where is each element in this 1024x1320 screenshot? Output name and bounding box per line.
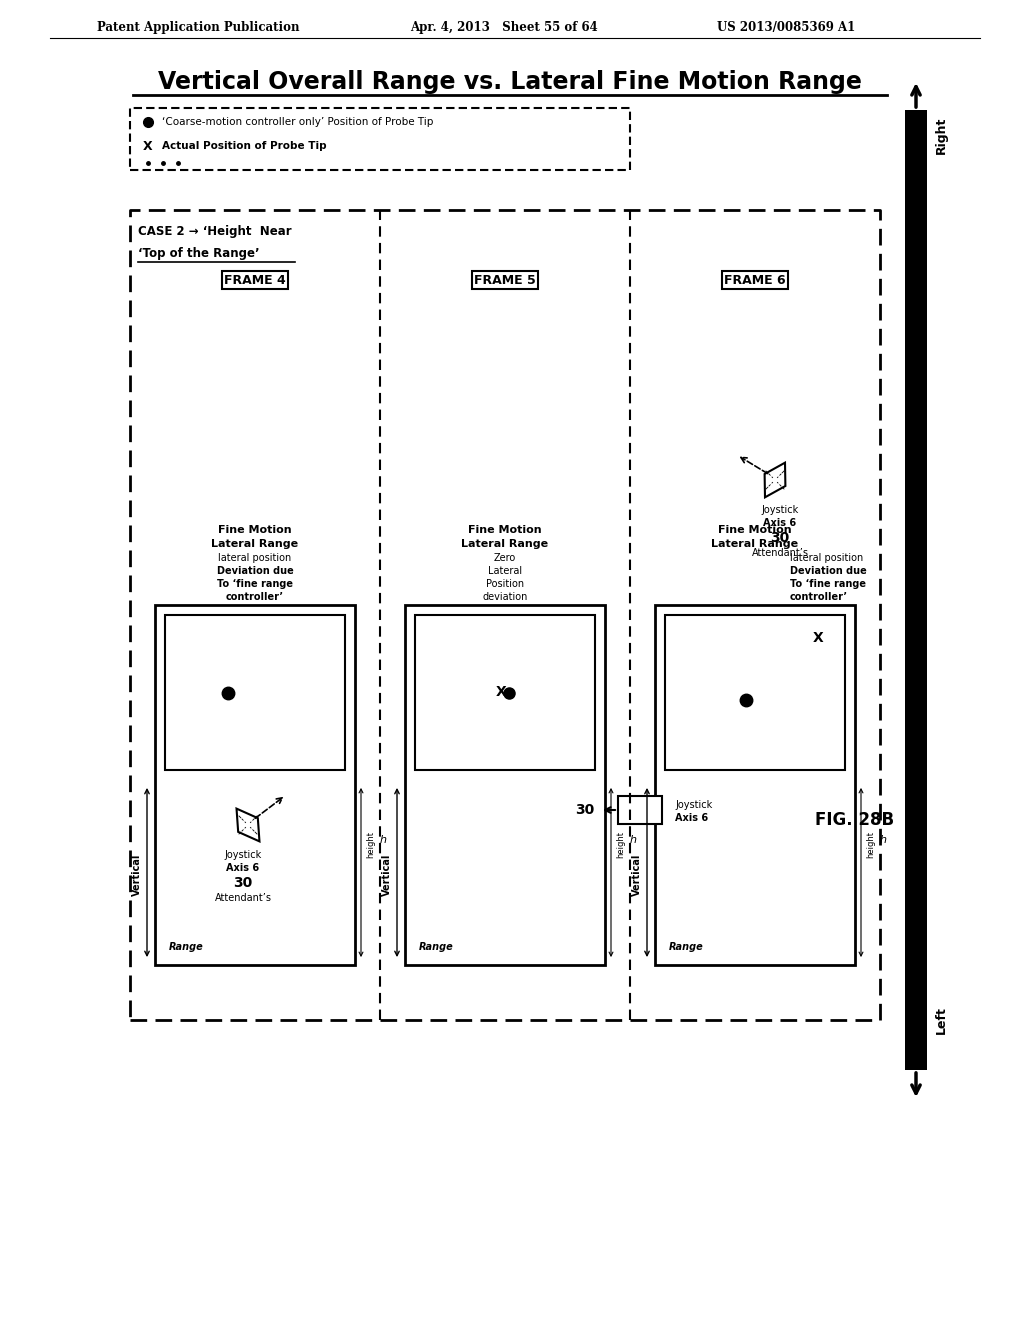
Bar — [155, 605, 355, 965]
Text: To ‘fine range: To ‘fine range — [217, 579, 293, 589]
Text: Attendant’s: Attendant’s — [214, 894, 271, 903]
Text: Range: Range — [669, 942, 703, 952]
Text: Vertical: Vertical — [632, 854, 642, 896]
Text: lateral position: lateral position — [790, 553, 863, 564]
Text: Range: Range — [419, 942, 454, 952]
Text: X: X — [143, 140, 153, 153]
Text: Deviation due: Deviation due — [217, 566, 293, 576]
Text: X: X — [813, 631, 823, 645]
Text: X: X — [496, 685, 507, 700]
Text: Fine Motion: Fine Motion — [468, 525, 542, 535]
Polygon shape — [765, 463, 785, 498]
Text: 30: 30 — [770, 531, 790, 545]
Text: Axis 6: Axis 6 — [226, 863, 259, 873]
Text: Position: Position — [486, 579, 524, 589]
Text: height: height — [367, 832, 376, 858]
Text: 30: 30 — [233, 876, 253, 890]
Text: h: h — [880, 836, 887, 845]
Text: Lateral Range: Lateral Range — [211, 539, 299, 549]
Text: Range: Range — [169, 942, 204, 952]
Text: lateral position: lateral position — [218, 553, 292, 564]
Text: To ‘fine range: To ‘fine range — [790, 579, 866, 589]
Bar — [165, 615, 345, 770]
Text: Attendant’s: Attendant’s — [752, 548, 809, 558]
Text: FRAME 6: FRAME 6 — [724, 273, 785, 286]
Text: Deviation due: Deviation due — [790, 566, 866, 576]
Bar — [406, 605, 605, 965]
Text: FRAME 5: FRAME 5 — [474, 273, 536, 286]
Bar — [665, 615, 845, 770]
Text: Zero: Zero — [494, 553, 516, 564]
Text: height: height — [616, 832, 626, 858]
Bar — [415, 615, 595, 770]
Text: 30: 30 — [575, 803, 595, 817]
Text: controller’: controller’ — [790, 591, 848, 602]
Text: h: h — [630, 836, 637, 845]
Text: Joystick: Joystick — [762, 506, 799, 515]
Text: Left: Left — [935, 1006, 948, 1034]
Text: ‘Coarse-motion controller only’ Position of Probe Tip: ‘Coarse-motion controller only’ Position… — [162, 117, 433, 127]
Text: ‘Top of the Range’: ‘Top of the Range’ — [138, 248, 260, 260]
Text: Lateral Range: Lateral Range — [712, 539, 799, 549]
Text: Right: Right — [935, 116, 948, 153]
Text: Fine Motion: Fine Motion — [218, 525, 292, 535]
Text: Vertical Overall Range vs. Lateral Fine Motion Range: Vertical Overall Range vs. Lateral Fine … — [158, 70, 862, 94]
Text: Lateral: Lateral — [488, 566, 522, 576]
Text: FIG. 28B: FIG. 28B — [815, 810, 895, 829]
Bar — [618, 796, 662, 824]
Text: CASE 2 → ‘Height  Near: CASE 2 → ‘Height Near — [138, 226, 292, 239]
Text: Fine Motion: Fine Motion — [718, 525, 792, 535]
Polygon shape — [237, 809, 259, 841]
Text: height: height — [866, 832, 876, 858]
Bar — [655, 605, 855, 965]
Text: controller’: controller’ — [226, 591, 284, 602]
Text: h: h — [380, 836, 386, 845]
Text: deviation: deviation — [482, 591, 527, 602]
Text: Joystick: Joystick — [224, 850, 261, 861]
Bar — [905, 110, 927, 1071]
Text: Axis 6: Axis 6 — [764, 517, 797, 528]
Text: Patent Application Publication: Patent Application Publication — [97, 21, 300, 34]
Text: US 2013/0085369 A1: US 2013/0085369 A1 — [717, 21, 855, 34]
Text: Vertical: Vertical — [132, 854, 142, 896]
Text: Vertical: Vertical — [382, 854, 392, 896]
Text: Joystick: Joystick — [675, 800, 713, 810]
Text: FRAME 4: FRAME 4 — [224, 273, 286, 286]
Text: Lateral Range: Lateral Range — [462, 539, 549, 549]
Text: Apr. 4, 2013   Sheet 55 of 64: Apr. 4, 2013 Sheet 55 of 64 — [410, 21, 597, 34]
Text: Axis 6: Axis 6 — [675, 813, 709, 822]
Text: Actual Position of Probe Tip: Actual Position of Probe Tip — [162, 141, 327, 150]
